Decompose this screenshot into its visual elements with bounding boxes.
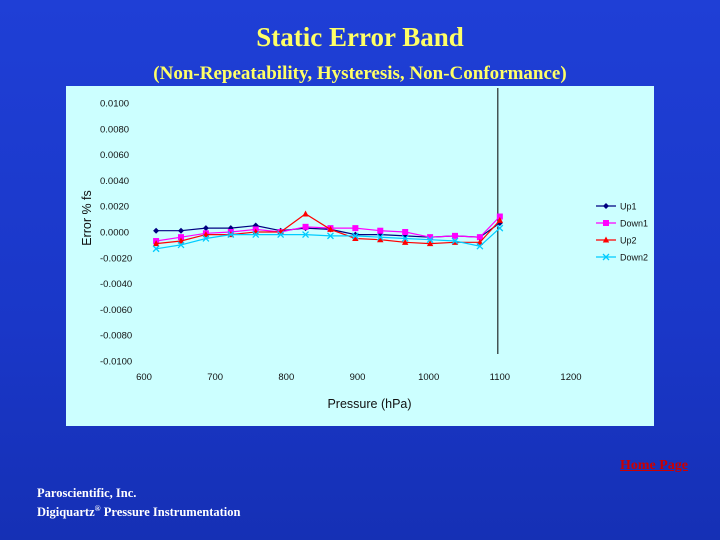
slide-subtitle: (Non-Repeatability, Hysteresis, Non-Conf… — [153, 63, 567, 84]
data-point-down1 — [377, 227, 384, 234]
footer-product: Digiquartz® Pressure Instrumentation — [37, 501, 240, 520]
data-point-down2 — [496, 224, 504, 232]
x-axis-title: Pressure (hPa) — [327, 397, 411, 411]
data-point-down2 — [401, 234, 409, 242]
data-point-down1 — [402, 229, 409, 235]
y-tick-label: 0.0100 — [100, 99, 129, 110]
data-point-up2 — [152, 240, 160, 247]
data-point-down2 — [451, 237, 459, 245]
data-point-up1 — [153, 227, 160, 234]
data-point-up2 — [426, 240, 434, 247]
y-tick-label: 0.0040 — [100, 176, 129, 187]
data-point-down2 — [277, 231, 285, 239]
footer: Paroscientific, Inc. Digiquartz® Pressur… — [37, 485, 240, 520]
y-tick-label: -0.0020 — [100, 253, 132, 264]
data-point-up2 — [377, 236, 384, 243]
data-point-down2 — [326, 232, 334, 240]
data-point-down1 — [178, 234, 185, 241]
data-point-up2 — [177, 237, 185, 244]
legend-label-up1: Up1 — [620, 202, 637, 212]
legend-marker-down2 — [602, 253, 610, 261]
data-point-down2 — [227, 231, 235, 239]
y-tick-label: -0.0060 — [100, 305, 132, 316]
data-point-down2 — [476, 242, 484, 250]
x-tick-label: 700 — [207, 372, 223, 383]
data-point-down2 — [426, 236, 434, 244]
data-point-down2 — [202, 234, 210, 242]
y-tick-label: -0.0100 — [100, 357, 132, 368]
data-point-down2 — [351, 232, 359, 240]
data-point-up2 — [496, 216, 504, 223]
y-tick-label: -0.0040 — [100, 279, 132, 290]
data-point-up2 — [401, 238, 409, 245]
data-point-down1 — [451, 232, 458, 239]
data-point-up1 — [178, 227, 185, 234]
footer-company: Paroscientific, Inc. — [37, 486, 137, 500]
data-point-down1 — [476, 234, 483, 241]
x-tick-label: 900 — [350, 372, 366, 383]
footer-product-rest: Pressure Instrumentation — [100, 505, 241, 520]
y-tick-label: 0.0020 — [100, 202, 129, 213]
y-tick-label: 0.0060 — [100, 150, 129, 161]
error-band-chart: 0.0100 0.0080 0.0060 0.0040 0.0020 0.0000 -0.0… — [80, 88, 648, 411]
legend-label-down2: Down2 — [620, 253, 648, 263]
data-point-down1 — [496, 213, 503, 220]
legend-label-down1: Down1 — [620, 219, 648, 229]
registered-mark: ® — [94, 504, 101, 513]
y-tick-label: -0.0080 — [100, 331, 132, 342]
x-tick-label: 600 — [136, 372, 152, 383]
legend-label-up2: Up2 — [620, 236, 637, 246]
data-point-down2 — [177, 241, 185, 249]
x-tick-label: 1200 — [560, 372, 581, 383]
data-point-down2 — [252, 231, 260, 239]
data-point-down1 — [302, 223, 309, 230]
x-tick-label: 1000 — [418, 372, 439, 383]
y-tick-label: 0.0080 — [100, 124, 129, 135]
data-point-up2 — [352, 234, 359, 241]
home-page-link[interactable]: Home Page — [619, 458, 688, 473]
legend-marker-up2 — [602, 236, 610, 243]
data-point-down1 — [352, 225, 359, 232]
x-tick-label: 800 — [278, 372, 294, 383]
data-point-down2 — [302, 231, 310, 239]
y-axis-title: Error % fs — [80, 190, 94, 246]
data-point-down2 — [376, 233, 384, 241]
x-tick-label: 1100 — [490, 372, 510, 383]
data-point-up2 — [302, 210, 309, 217]
footer-product-name: Digiquartz — [37, 505, 95, 520]
y-tick-label: 0.0000 — [100, 228, 129, 239]
data-point-down2 — [152, 245, 160, 253]
data-point-down1 — [427, 234, 434, 241]
legend-marker-down1 — [603, 220, 609, 226]
slide-title: Static Error Band — [256, 22, 464, 52]
data-point-up2 — [476, 238, 484, 245]
data-point-up1 — [202, 225, 209, 232]
data-point-up2 — [202, 231, 210, 238]
legend-marker-up1 — [603, 203, 609, 209]
data-point-up2 — [327, 225, 334, 232]
chart-panel: 0.0100 0.0080 0.0060 0.0040 0.0020 0.0000 -0.0… — [66, 86, 654, 426]
